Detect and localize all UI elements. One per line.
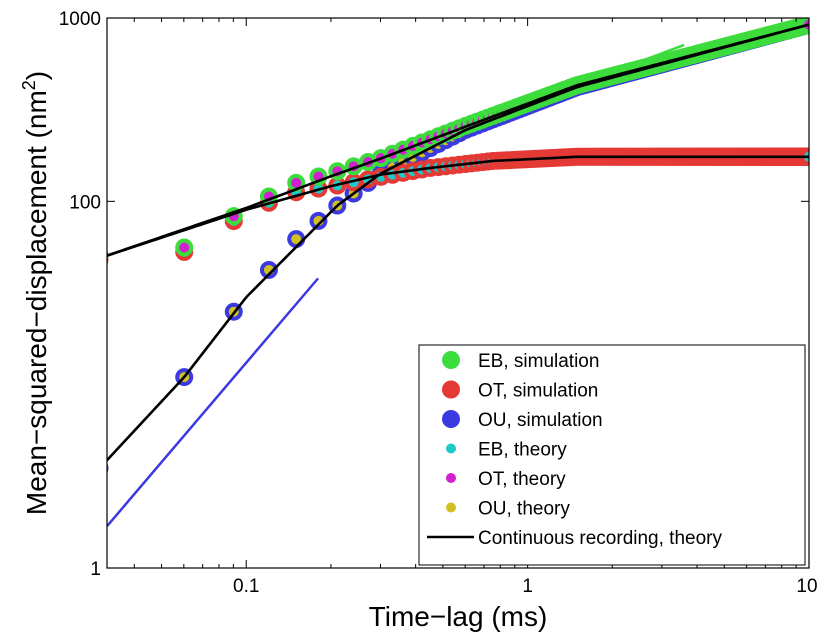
theory-point: [291, 234, 302, 245]
legend-item: OU, theory: [446, 499, 570, 520]
continuous-curve-ou: [107, 23, 809, 463]
legend-label: OT, theory: [478, 469, 566, 490]
legend-marker: [442, 380, 460, 399]
theory-point: [179, 242, 190, 253]
continuous-curve-ot: [107, 155, 809, 258]
legend-marker: [446, 443, 456, 454]
x-tick-label: 1: [522, 576, 533, 597]
legend-label: OT, simulation: [478, 381, 598, 402]
plot-area: [95, 18, 809, 528]
legend-rows: EB, simulation OT, simulation OU, simulati…: [427, 351, 722, 549]
x-axis-label: Time−lag (ms): [369, 601, 548, 632]
plot-frame: [106, 17, 810, 569]
sim-point: [107, 463, 109, 474]
legend-marker: [442, 410, 460, 428]
sim-point: [107, 254, 109, 265]
slope-one-guide: [107, 277, 320, 528]
legend-label: EB, theory: [478, 440, 567, 461]
legend-marker: [446, 473, 456, 483]
legend-label: Continuous recording, theory: [478, 528, 722, 549]
legend-item: EB, theory: [446, 440, 567, 461]
legend-item: EB, simulation: [442, 351, 599, 372]
y-axis-label: Mean−squared−displacement (nm2): [19, 71, 52, 515]
legend-box: [418, 344, 806, 566]
legend-label: OU, simulation: [478, 410, 603, 431]
sim-point: [107, 249, 109, 260]
x-tick-label: 0.1: [233, 576, 259, 597]
legend-label: EB, simulation: [478, 351, 599, 372]
theory-point: [291, 177, 302, 188]
y-axis-label-close: ): [21, 71, 52, 80]
plot-layer: [95, 18, 809, 528]
y-axis-label-sup: 2: [19, 80, 39, 90]
legend-item: OT, simulation: [442, 380, 598, 402]
theory-point: [95, 463, 105, 473]
legend-marker: [442, 351, 460, 369]
x-tick-label: 10: [796, 576, 817, 597]
legend-item: OU, simulation: [442, 410, 603, 431]
legend-marker: [446, 502, 456, 513]
y-tick-label: 1: [90, 559, 101, 580]
theory-point: [95, 250, 105, 260]
legend: EB, simulation OT, simulation OU, simulati…: [418, 344, 806, 566]
legend-item: OT, theory: [446, 469, 566, 490]
y-tick-label: 100: [69, 192, 101, 213]
tick-layer: 0.1 1 10 1 100 1000: [59, 9, 818, 597]
y-tick-label: 1000: [59, 9, 101, 30]
theory-point: [95, 255, 105, 265]
legend-label: OU, theory: [478, 499, 570, 520]
y-axis-label-main: Mean−squared−displacement (nm: [21, 90, 52, 515]
legend-item: Continuous recording, theory: [427, 528, 722, 549]
